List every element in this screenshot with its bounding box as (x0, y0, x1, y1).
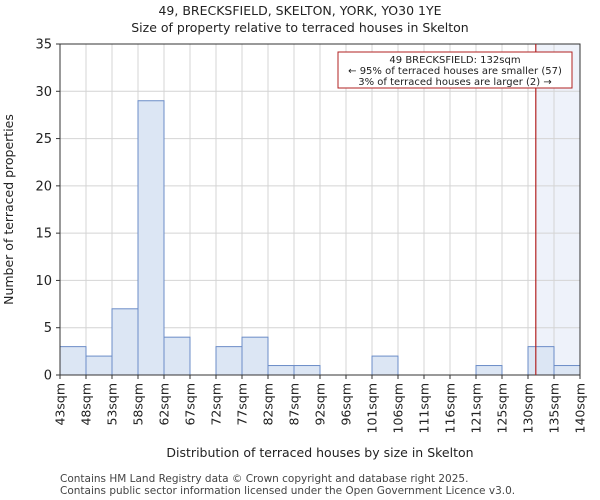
x-tick-label: 140sqm (573, 383, 588, 433)
annotation-smaller: ← 95% of terraced houses are smaller (57… (348, 66, 562, 77)
x-tick-label: 82sqm (261, 383, 276, 426)
bar (475, 365, 503, 376)
annotation-box (337, 51, 573, 89)
bar (85, 355, 113, 376)
x-tick-label: 53sqm (105, 383, 120, 426)
x-tick-label: 116sqm (443, 383, 458, 433)
annotation-title: 49 BRECKSFIELD: 132sqm (389, 55, 520, 66)
bar (527, 346, 555, 376)
x-axis-label: Distribution of terraced houses by size … (166, 445, 473, 460)
x-tick-label: 101sqm (365, 383, 380, 433)
chart-title-address: 49, BRECKSFIELD, SKELTON, YORK, YO30 1YE (158, 3, 442, 18)
y-tick-label: 25 (35, 132, 52, 147)
y-tick-label: 35 (35, 38, 52, 53)
footer-copyright: Contains HM Land Registry data © Crown c… (60, 473, 469, 485)
y-axis-label: Number of terraced properties (1, 114, 16, 305)
x-tick-label: 72sqm (209, 383, 224, 426)
bar (553, 365, 581, 376)
x-tick-label: 135sqm (547, 383, 562, 433)
bar (215, 346, 243, 376)
y-tick-label: 20 (35, 179, 52, 194)
x-tick-label: 43sqm (53, 383, 68, 426)
y-tick-label: 0 (44, 369, 52, 384)
bar (267, 365, 295, 376)
bar (59, 346, 87, 376)
x-tick-label: 121sqm (469, 383, 484, 433)
x-tick-label: 87sqm (287, 383, 302, 426)
x-tick-label: 92sqm (313, 383, 328, 426)
bar (371, 355, 399, 376)
x-tick-label: 48sqm (79, 383, 94, 426)
y-tick-label: 10 (35, 274, 52, 289)
x-tick-label: 125sqm (495, 383, 510, 433)
bar (137, 100, 165, 376)
footer-licence: Contains public sector information licen… (60, 485, 516, 497)
bar (163, 336, 191, 376)
bar (241, 336, 269, 376)
x-tick-label: 67sqm (183, 383, 198, 426)
x-tick-label: 77sqm (235, 383, 250, 426)
x-tick-label: 58sqm (131, 383, 146, 426)
x-tick-label: 111sqm (417, 383, 432, 433)
y-tick-label: 15 (35, 227, 52, 242)
x-tick-label: 96sqm (339, 383, 354, 426)
chart-subtitle: Size of property relative to terraced ho… (131, 20, 469, 35)
bar (111, 308, 139, 376)
x-tick-label: 130sqm (521, 383, 536, 433)
y-tick-label: 5 (44, 321, 52, 336)
highlight-region (535, 44, 580, 375)
x-tick-label: 106sqm (391, 383, 406, 433)
y-tick-label: 30 (35, 85, 52, 100)
x-tick-label: 62sqm (157, 383, 172, 426)
annotation-larger: 3% of terraced houses are larger (2) → (358, 77, 552, 88)
bar (293, 365, 321, 376)
